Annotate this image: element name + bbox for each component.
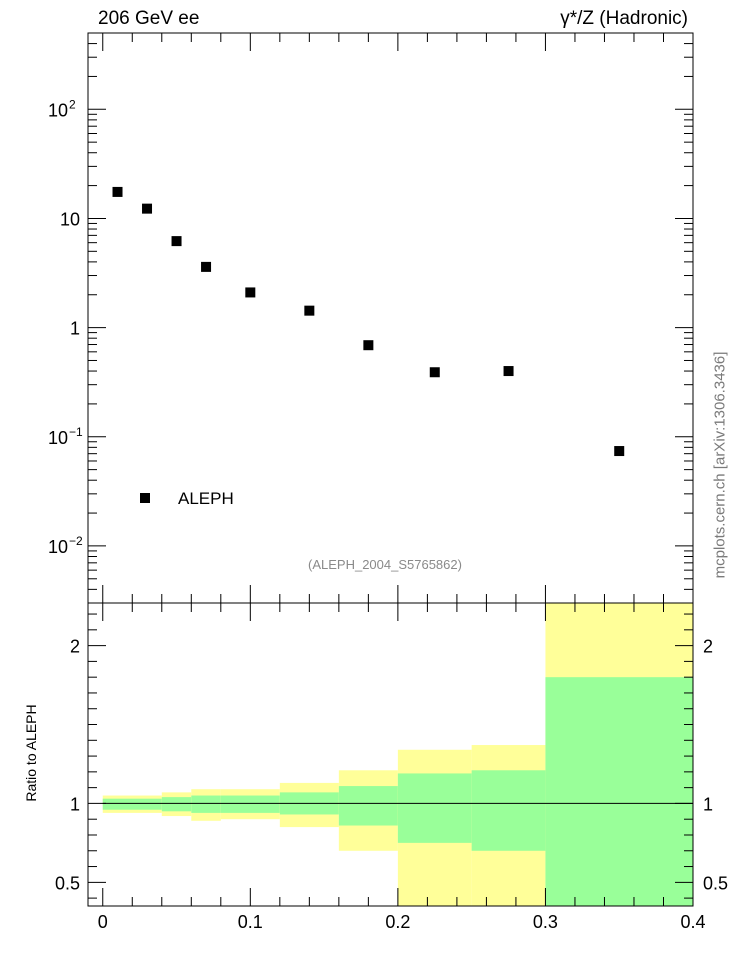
- inner-band-bin: [220, 795, 280, 813]
- y-tick-label: 1: [70, 319, 80, 339]
- x-tick-label: 0: [98, 912, 108, 932]
- y-tick-label: 10: [48, 537, 68, 557]
- y-tick-label: 10: [48, 428, 68, 448]
- y-tick-exponent: 2: [69, 97, 76, 111]
- y-tick-exponent: −2: [69, 534, 83, 548]
- side-credit: mcplots.cern.ch [arXiv:1306.3436]: [711, 351, 729, 579]
- data-point: [614, 446, 625, 457]
- data-point: [142, 203, 153, 214]
- data-point: [171, 236, 182, 247]
- data-point: [112, 186, 123, 197]
- legend-marker-aleph: [140, 493, 150, 503]
- main-frame: [87, 32, 694, 604]
- energy-title: 206 GeV ee: [98, 8, 200, 29]
- y-tick-label: 10: [48, 100, 68, 120]
- plot-frames: [87, 32, 694, 907]
- ratio-y-tick-label-right: 1: [703, 794, 713, 814]
- analysis-id: (ALEPH_2004_S5765862): [308, 557, 462, 572]
- data-point: [304, 305, 315, 316]
- ratio-y-tick-label: 0.5: [55, 873, 80, 893]
- ratio-y-tick-label: 1: [70, 794, 80, 814]
- ratio-y-tick-label-right: 0.5: [703, 873, 728, 893]
- data-point: [201, 261, 212, 272]
- inner-band-bin: [545, 677, 693, 906]
- inner-band-bin: [397, 773, 472, 843]
- data-point: [429, 367, 440, 378]
- x-tick-label: 0.1: [238, 912, 263, 932]
- inner-band-bin: [471, 770, 546, 851]
- data-point: [245, 287, 256, 298]
- x-tick-label: 0.3: [533, 912, 558, 932]
- process-title: γ*/Z (Hadronic): [560, 8, 688, 29]
- data-point: [503, 366, 514, 377]
- ratio-y-tick-label-right: 2: [703, 637, 713, 657]
- inner-band-bin: [191, 795, 221, 813]
- axis-ticks: [88, 32, 694, 906]
- x-tick-label: 0.2: [385, 912, 410, 932]
- ratio-bands: [102, 603, 693, 906]
- legend-label-aleph: ALEPH: [178, 489, 234, 508]
- y-tick-label: 10: [60, 209, 80, 229]
- y-tick-exponent: −1: [69, 425, 83, 439]
- inner-band-bin: [102, 798, 162, 810]
- main-data-points: [112, 186, 625, 457]
- ratio-frame: [87, 602, 694, 907]
- inner-band-bin: [161, 797, 192, 812]
- data-point: [363, 340, 374, 351]
- inner-band-bin: [338, 786, 398, 826]
- ratio-y-tick-label: 2: [70, 637, 80, 657]
- x-tick-label: 0.4: [680, 912, 705, 932]
- ratio-axis-label: Ratio to ALEPH: [23, 704, 39, 802]
